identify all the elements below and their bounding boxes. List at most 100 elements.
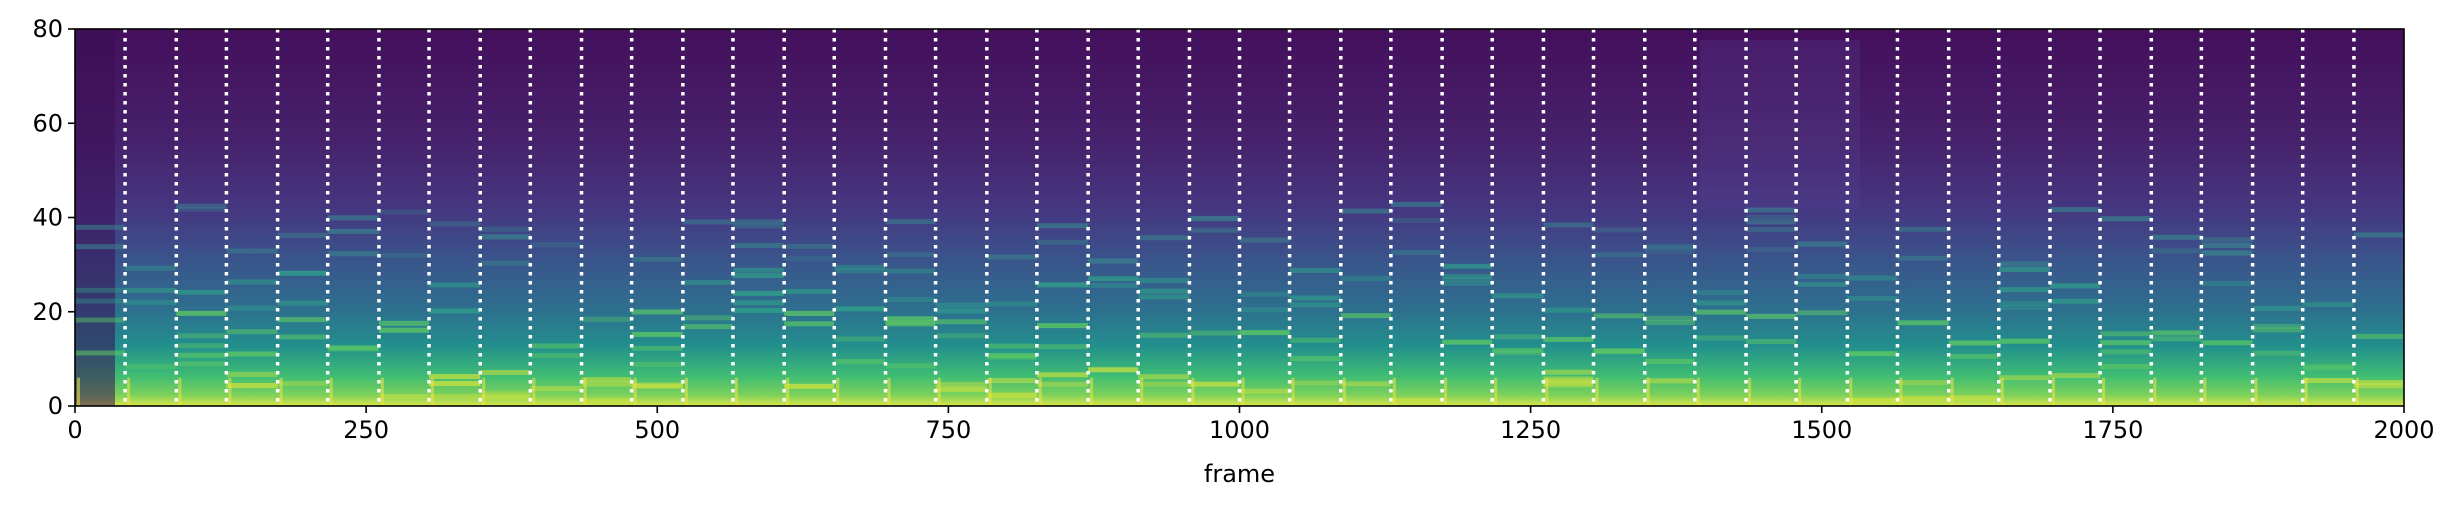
harmonic-band	[378, 320, 430, 326]
harmonic-band	[1289, 302, 1341, 308]
harmonic-band	[732, 308, 785, 314]
harmonic-band	[1189, 381, 1240, 387]
harmonic-band	[1138, 294, 1190, 300]
harmonic-band	[2049, 373, 2101, 379]
harmonic-band	[732, 223, 785, 229]
y-tick-label: 20	[32, 298, 63, 326]
harmonic-band	[784, 383, 835, 389]
harmonic-band	[176, 333, 227, 339]
harmonic-band	[1138, 278, 1190, 284]
onset-streak	[1342, 377, 1346, 406]
onset-streak	[431, 377, 435, 406]
harmonic-band	[530, 353, 582, 359]
harmonic-band	[1442, 276, 1493, 282]
harmonic-band	[75, 244, 126, 250]
harmonic-band	[885, 363, 936, 369]
onset-streak	[1494, 377, 1498, 406]
harmonic-band	[75, 317, 126, 323]
harmonic-band	[1340, 208, 1391, 214]
harmonic-band	[429, 381, 481, 387]
harmonic-band	[581, 377, 632, 383]
harmonic-band	[2353, 383, 2404, 389]
harmonic-band	[784, 321, 835, 327]
harmonic-band	[1948, 395, 1999, 401]
harmonic-band	[1644, 358, 1695, 364]
harmonic-band	[784, 255, 835, 261]
harmonic-band	[2100, 216, 2152, 222]
harmonic-band	[429, 374, 481, 380]
harmonic-band	[125, 265, 177, 271]
onset-streak	[1140, 377, 1144, 406]
harmonic-band	[277, 334, 328, 340]
harmonic-band	[2201, 237, 2253, 243]
harmonic-band	[226, 248, 278, 254]
harmonic-band	[1138, 235, 1190, 241]
harmonic-band	[1998, 338, 2050, 344]
harmonic-band	[480, 391, 531, 397]
harmonic-band	[986, 301, 1037, 307]
harmonic-band	[1746, 227, 1797, 233]
harmonic-band	[986, 343, 1037, 349]
onset-streak	[380, 377, 384, 406]
harmonic-band	[1088, 282, 1139, 288]
onset-streak	[329, 377, 333, 406]
harmonic-band	[1644, 320, 1695, 326]
harmonic-band	[1694, 335, 1747, 341]
harmonic-band	[2302, 363, 2354, 369]
onset-streak	[2051, 377, 2055, 406]
harmonic-band	[176, 289, 227, 295]
harmonic-band	[1036, 323, 1089, 329]
harmonic-band	[2252, 327, 2303, 333]
harmonic-band	[1644, 378, 1695, 384]
onset-streak	[1798, 377, 1802, 406]
harmonic-band	[935, 381, 987, 387]
harmonic-band	[1390, 398, 1443, 404]
onset-streak	[1241, 377, 1245, 406]
onset-streak	[1545, 377, 1549, 406]
harmonic-band	[2100, 331, 2152, 337]
harmonic-band	[1746, 219, 1797, 225]
harmonic-band	[277, 317, 328, 323]
harmonic-band	[1289, 337, 1341, 343]
harmonic-band	[1239, 307, 1290, 313]
harmonic-band	[429, 282, 481, 288]
harmonic-band	[530, 242, 582, 248]
harmonic-band	[1543, 336, 1594, 342]
onset-streak	[127, 377, 131, 406]
harmonic-band	[1492, 334, 1544, 340]
harmonic-band	[378, 209, 430, 215]
onset-streak	[836, 377, 840, 406]
harmonic-band	[1036, 239, 1089, 245]
harmonic-band	[732, 267, 785, 273]
harmonic-band	[480, 394, 531, 400]
harmonic-band	[1088, 258, 1139, 264]
harmonic-band	[1644, 248, 1695, 254]
onset-streak	[1595, 377, 1599, 406]
harmonic-band	[176, 310, 227, 316]
harmonic-band	[2201, 242, 2253, 248]
harmonic-band	[1036, 344, 1089, 350]
onset-streak	[482, 377, 486, 406]
harmonic-band	[2049, 298, 2101, 304]
harmonic-band	[75, 287, 126, 293]
harmonic-band	[1998, 300, 2050, 306]
harmonic-band	[885, 320, 936, 326]
onset-streak	[684, 377, 688, 406]
harmonic-band	[682, 324, 733, 330]
harmonic-band	[1289, 380, 1341, 386]
harmonic-band	[1543, 307, 1594, 313]
onset-streak	[1646, 377, 1650, 406]
harmonic-band	[1593, 348, 1645, 354]
harmonic-band	[1340, 313, 1391, 319]
harmonic-band	[277, 300, 328, 306]
harmonic-band	[986, 254, 1037, 260]
harmonic-band	[1746, 313, 1797, 319]
harmonic-band	[1998, 287, 2050, 293]
harmonic-band	[1746, 339, 1797, 345]
x-tick-label: 750	[925, 416, 971, 444]
onset-streak	[2304, 377, 2308, 406]
x-axis-label: frame	[1204, 460, 1275, 488]
onset-streak	[228, 377, 232, 406]
harmonic-band	[1746, 207, 1797, 213]
harmonic-band	[986, 378, 1037, 384]
